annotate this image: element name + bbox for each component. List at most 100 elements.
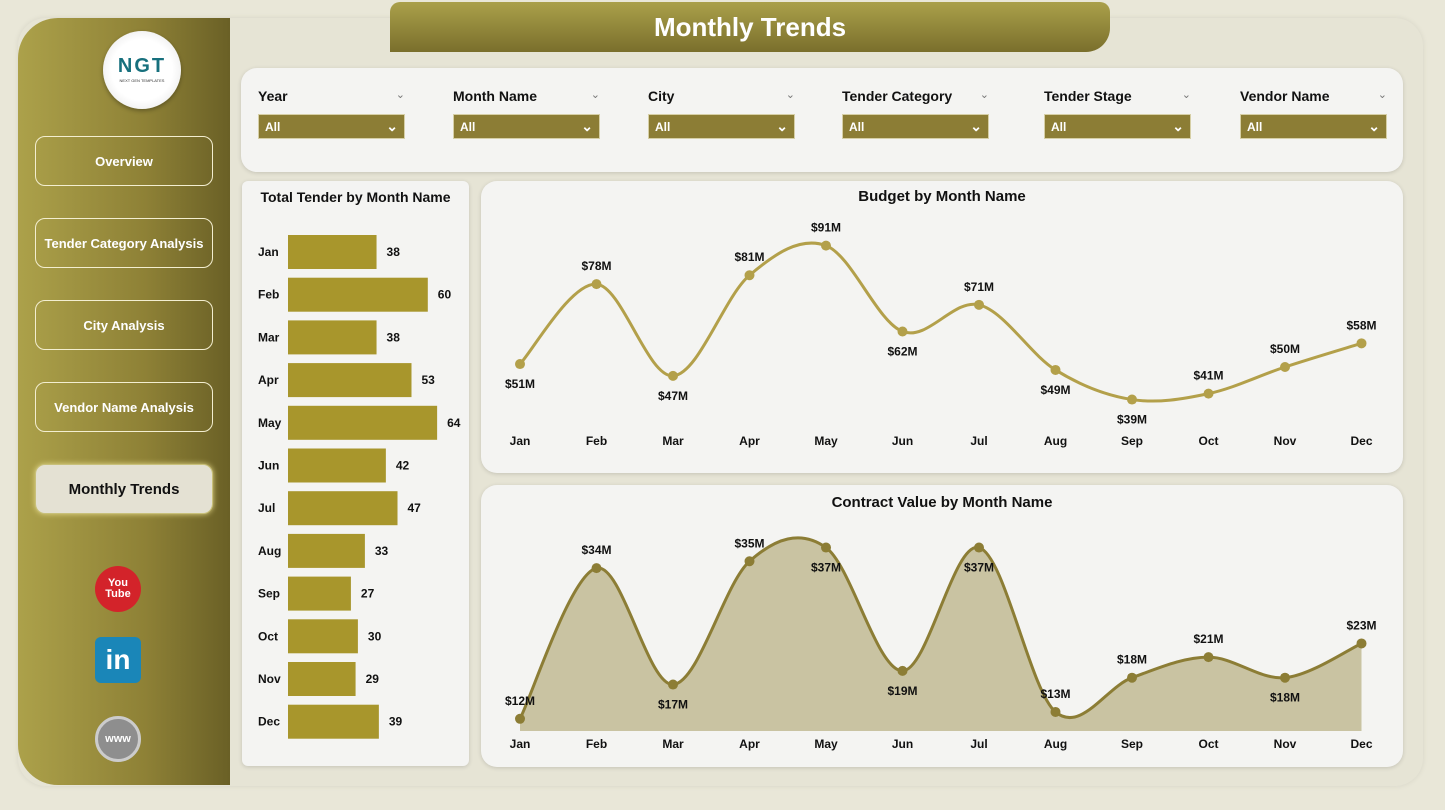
bar-value-label: 42	[396, 459, 410, 473]
data-point	[1356, 638, 1367, 649]
data-label: $13M	[1040, 687, 1070, 701]
filter-dropdown[interactable]: All ⌄	[648, 114, 795, 139]
filter-year: Year ⌄ All ⌄	[258, 88, 405, 139]
data-point	[591, 563, 602, 574]
x-axis-label: Feb	[586, 434, 607, 448]
bar-value-label: 53	[421, 373, 435, 387]
bar-value-label: 38	[387, 330, 401, 344]
logo-text: NGT	[117, 55, 167, 77]
chevron-down-icon[interactable]: ⌄	[395, 89, 405, 101]
ngt-logo: NGT NEXT GEN TEMPLATES	[103, 31, 181, 109]
data-point	[1280, 672, 1290, 683]
x-axis-label: Feb	[586, 737, 607, 751]
filter-label: Tender Stage	[1044, 88, 1132, 104]
filter-month-name: Month Name ⌄ All ⌄	[453, 88, 600, 139]
filter-dropdown[interactable]: All ⌄	[1044, 114, 1191, 139]
bar-value-label: 47	[408, 501, 422, 515]
filter-dropdown[interactable]: All ⌄	[842, 114, 989, 139]
filter-value: All	[265, 119, 281, 134]
nav-tender-category-analysis-button[interactable]: Tender Category Analysis	[35, 218, 213, 268]
data-label: $47M	[658, 389, 688, 403]
bar	[288, 704, 379, 739]
bar	[288, 576, 351, 611]
filter-value: All	[1247, 119, 1263, 134]
nav-vendor-name-analysis-button[interactable]: Vendor Name Analysis	[35, 382, 213, 432]
filter-value: All	[849, 119, 865, 134]
x-axis-label: Jul	[970, 434, 987, 448]
data-point	[1356, 338, 1367, 349]
nav-city-analysis-button[interactable]: City Analysis	[35, 300, 213, 350]
filter-tender-stage: Tender Stage ⌄ All ⌄	[1044, 88, 1191, 139]
bar-category-label: Mar	[258, 330, 280, 344]
bar	[288, 235, 377, 269]
x-axis-label: Jun	[892, 737, 913, 751]
filter-dropdown[interactable]: All ⌄	[258, 114, 405, 139]
bar-category-label: Jan	[258, 245, 279, 259]
bar-value-label: 27	[361, 587, 375, 601]
chevron-down-icon: ⌄	[776, 118, 788, 134]
bar	[288, 405, 438, 440]
chevron-down-icon[interactable]: ⌄	[590, 89, 600, 101]
youtube-icon[interactable]: You Tube	[95, 566, 141, 612]
data-label: $58M	[1346, 318, 1376, 332]
bar-value-label: 30	[368, 629, 382, 643]
x-axis-label: Oct	[1198, 434, 1218, 448]
data-label: $17M	[658, 698, 688, 712]
x-axis-label: Dec	[1350, 434, 1372, 448]
data-point	[591, 279, 602, 290]
bar-chart-title: Total Tender by Month Name	[260, 189, 451, 205]
filter-city: City ⌄ All ⌄	[648, 88, 795, 139]
nav-overview-button[interactable]: Overview	[35, 136, 213, 186]
filter-vendor-name: Vendor Name ⌄ All ⌄	[1240, 88, 1387, 139]
x-axis-label: Nov	[1274, 737, 1297, 751]
x-axis-label: Nov	[1274, 434, 1297, 448]
data-label: $49M	[1040, 383, 1070, 397]
data-label: $37M	[811, 561, 841, 575]
bar-category-label: May	[258, 416, 282, 430]
x-axis-label: Sep	[1121, 737, 1143, 751]
x-axis-label: Jan	[510, 737, 531, 751]
bar	[288, 277, 428, 312]
data-point	[515, 359, 525, 370]
data-label: $62M	[887, 344, 917, 358]
bar-category-label: Apr	[258, 373, 279, 387]
x-axis-label: Oct	[1198, 737, 1218, 751]
filter-label: City	[648, 88, 675, 104]
contract-chart-title: Contract Value by Month Name	[831, 494, 1053, 511]
filter-value: All	[655, 119, 671, 134]
data-label: $12M	[505, 694, 535, 708]
x-axis-label: Dec	[1350, 737, 1372, 751]
chevron-down-icon[interactable]: ⌄	[979, 89, 989, 101]
bar-value-label: 38	[387, 245, 401, 259]
x-axis-label: Apr	[739, 434, 760, 448]
filter-dropdown[interactable]: All ⌄	[453, 114, 600, 139]
x-axis-label: Jan	[510, 434, 531, 448]
chevron-down-icon[interactable]: ⌄	[1181, 89, 1191, 101]
chevron-down-icon[interactable]: ⌄	[1377, 89, 1387, 101]
data-point	[1280, 362, 1290, 372]
data-label: $41M	[1193, 369, 1223, 383]
x-axis-label: May	[814, 434, 838, 448]
data-label: $18M	[1270, 691, 1300, 705]
globe-icon[interactable]: www	[95, 716, 141, 762]
bar	[288, 320, 377, 355]
data-label: $19M	[887, 684, 917, 698]
data-label: $51M	[505, 377, 535, 391]
chevron-down-icon: ⌄	[1368, 118, 1380, 134]
filter-value: All	[1051, 119, 1067, 134]
data-label: $39M	[1117, 413, 1147, 427]
series-line	[518, 241, 1362, 403]
nav-monthly-trends-button[interactable]: Monthly Trends	[35, 464, 213, 514]
logo-sub: NEXT GEN TEMPLATES	[119, 78, 165, 83]
bar-value-label: 29	[366, 672, 380, 686]
filter-dropdown[interactable]: All ⌄	[1240, 114, 1387, 139]
series-line	[518, 536, 1363, 720]
linkedin-icon[interactable]: in	[95, 637, 141, 683]
budget-chart-panel: Budget by Month Name	[481, 181, 1403, 473]
data-point	[821, 240, 831, 251]
data-label: $50M	[1270, 342, 1300, 356]
bar-category-label: Oct	[258, 629, 278, 643]
chevron-down-icon[interactable]: ⌄	[785, 89, 795, 101]
data-point	[1203, 652, 1214, 663]
